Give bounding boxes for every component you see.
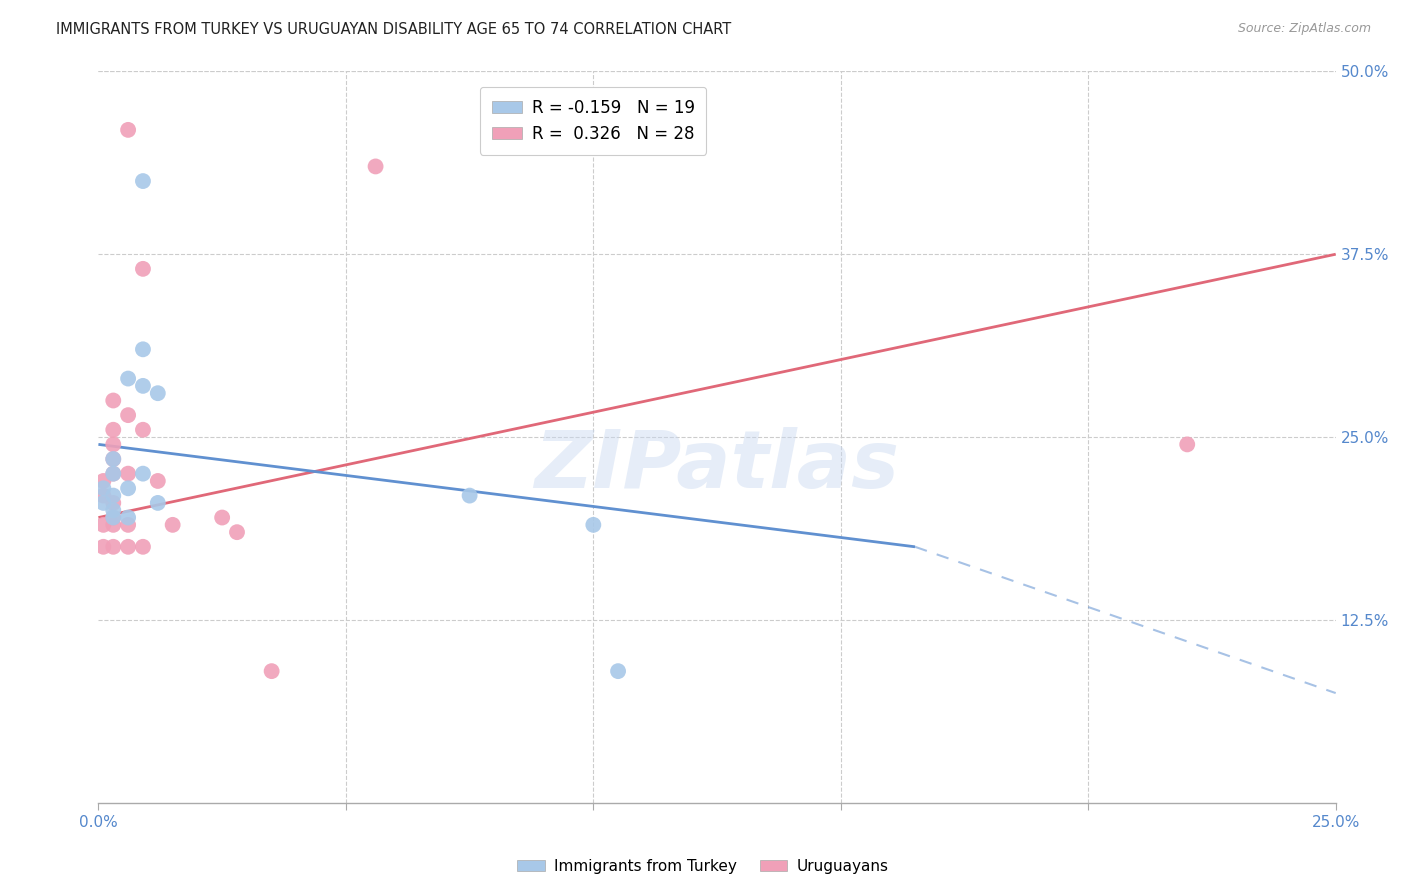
Point	[364, 160, 387, 174]
Point	[103, 437, 125, 451]
Point	[146, 386, 169, 401]
Point	[93, 496, 115, 510]
Point	[103, 517, 125, 532]
Point	[103, 510, 125, 524]
Point	[458, 489, 481, 503]
Point	[117, 540, 139, 554]
Point	[117, 481, 139, 495]
Point	[103, 496, 125, 510]
Point	[117, 517, 139, 532]
Point	[226, 525, 249, 540]
Point	[117, 510, 139, 524]
Point	[260, 664, 283, 678]
Point	[93, 481, 115, 495]
Point	[132, 540, 155, 554]
Text: ZIPatlas: ZIPatlas	[534, 427, 900, 506]
Point	[103, 540, 125, 554]
Point	[103, 423, 125, 437]
Point	[93, 474, 115, 488]
Point	[103, 489, 125, 503]
Point	[146, 474, 169, 488]
Point	[162, 517, 184, 532]
Point	[607, 664, 630, 678]
Point	[117, 408, 139, 422]
Point	[132, 261, 155, 276]
Point	[132, 343, 155, 357]
Point	[132, 423, 155, 437]
Text: Source: ZipAtlas.com: Source: ZipAtlas.com	[1237, 22, 1371, 36]
Point	[132, 174, 155, 188]
Point	[1175, 437, 1198, 451]
Point	[103, 510, 125, 524]
Point	[103, 452, 125, 467]
Legend: Immigrants from Turkey, Uruguayans: Immigrants from Turkey, Uruguayans	[512, 853, 894, 880]
Point	[117, 123, 139, 137]
Point	[146, 496, 169, 510]
Legend: R = -0.159   N = 19, R =  0.326   N = 28: R = -0.159 N = 19, R = 0.326 N = 28	[481, 87, 706, 154]
Point	[103, 393, 125, 408]
Point	[132, 467, 155, 481]
Point	[93, 540, 115, 554]
Point	[211, 510, 233, 524]
Point	[117, 371, 139, 385]
Point	[132, 379, 155, 393]
Point	[117, 467, 139, 481]
Point	[93, 489, 115, 503]
Point	[93, 517, 115, 532]
Point	[103, 467, 125, 481]
Point	[103, 503, 125, 517]
Point	[582, 517, 605, 532]
Point	[103, 452, 125, 467]
Point	[103, 467, 125, 481]
Text: IMMIGRANTS FROM TURKEY VS URUGUAYAN DISABILITY AGE 65 TO 74 CORRELATION CHART: IMMIGRANTS FROM TURKEY VS URUGUAYAN DISA…	[56, 22, 731, 37]
